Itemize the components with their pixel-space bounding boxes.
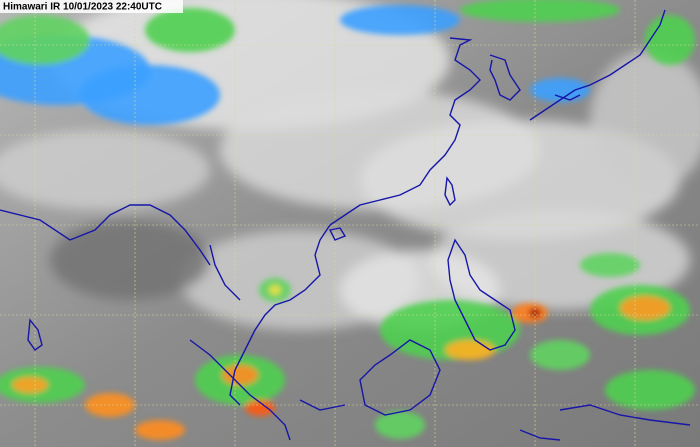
cloud: [50, 220, 210, 300]
convective-cell: [605, 370, 695, 410]
convective-cell: [445, 340, 495, 360]
convective-cell: [460, 0, 620, 22]
title-background: [0, 0, 183, 13]
coastline-hainan: [328, 227, 347, 241]
coastline-borneo: [359, 339, 441, 416]
coastline-newguinea: [519, 404, 691, 441]
convective-cell: [222, 365, 258, 385]
convective-cell: [530, 340, 590, 370]
convective-cell: [12, 377, 48, 393]
convective-cell: [145, 8, 235, 52]
coastline-taiwan: [444, 176, 456, 207]
coastlines: [0, 9, 691, 441]
convective-cell: [245, 400, 275, 416]
convective-cell: [580, 253, 640, 277]
coastline-china: [329, 37, 481, 226]
convective-cell: [80, 65, 220, 125]
convective-cell: [620, 296, 670, 320]
convective-cell: [135, 420, 185, 440]
coastline-philippines: [447, 238, 516, 351]
coastline-india: [0, 204, 211, 266]
coastline-srilanka: [27, 318, 43, 351]
convective-cell: [340, 5, 460, 35]
convective-cell: [530, 78, 590, 102]
coastline-sumatra: [189, 339, 346, 441]
cloud: [590, 50, 700, 190]
coastline-indochina: [209, 224, 331, 406]
image-title: Himawari IR 10/01/2023 22:40UTC: [3, 2, 162, 13]
convection-layer: [0, 0, 695, 440]
convective-cell: [375, 411, 425, 439]
cloud-layer: [0, 0, 700, 330]
coastline-korea: [489, 54, 521, 101]
convective-cell: [645, 15, 695, 65]
convective-cell: [269, 285, 281, 295]
cloud: [0, 130, 210, 210]
convective-cell: [0, 15, 90, 65]
coastline-japan: [529, 9, 666, 121]
